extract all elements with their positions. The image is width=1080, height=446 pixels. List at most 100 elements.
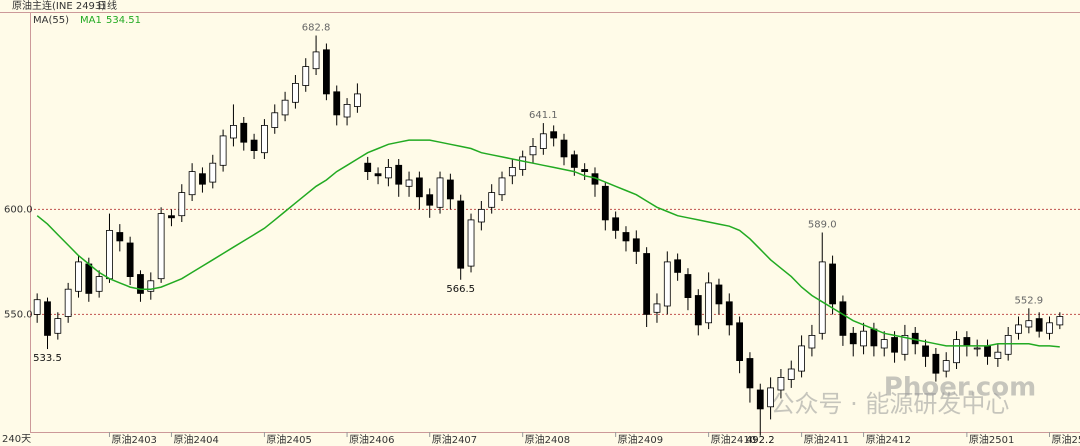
candle-body xyxy=(1046,322,1053,334)
candle-body xyxy=(302,66,310,86)
candle-body xyxy=(849,332,857,345)
candle-body xyxy=(219,135,227,166)
x-tick-label: 原油2408 xyxy=(525,433,570,446)
candle-body xyxy=(715,284,723,305)
candle-body xyxy=(168,215,175,219)
candle-body xyxy=(271,112,279,128)
candle-body xyxy=(457,200,465,269)
candle-body xyxy=(250,139,258,152)
y-tick-label: 550.0 xyxy=(4,309,33,320)
annotation: 589.0 xyxy=(808,220,837,231)
candle-body xyxy=(922,345,929,357)
candle-body xyxy=(323,49,330,95)
candle-body xyxy=(756,389,764,410)
candle-body xyxy=(384,166,392,179)
candle-body xyxy=(684,274,692,299)
candle-body xyxy=(622,232,630,242)
candle-body xyxy=(1015,324,1022,334)
annotation: 552.9 xyxy=(1015,295,1044,306)
candle-body xyxy=(64,288,72,317)
candle-body xyxy=(147,280,155,292)
candle-body xyxy=(230,125,237,139)
candle-body xyxy=(1025,320,1033,328)
candle-body xyxy=(529,145,537,156)
candle-body xyxy=(54,318,62,334)
candle-body xyxy=(942,360,950,372)
x-tick-label: 原油2406 xyxy=(349,433,394,446)
candle-body xyxy=(488,192,496,208)
candle-body xyxy=(818,261,826,334)
candle-body xyxy=(860,330,867,347)
watermark-account: 公众号 · 能源研发中心 xyxy=(771,390,1010,418)
x-tick-label: 原油2411 xyxy=(804,433,849,446)
candle-body xyxy=(787,368,795,380)
candle-body xyxy=(963,337,971,347)
candle-body xyxy=(333,91,341,116)
candle-body xyxy=(767,387,774,408)
candle-body xyxy=(539,133,547,149)
candle-body xyxy=(374,173,382,177)
candle-body xyxy=(75,261,82,292)
candle-body xyxy=(477,208,485,223)
legend-name: MA1 xyxy=(80,15,102,26)
annotation: 641.1 xyxy=(529,110,558,121)
candle-body xyxy=(343,104,351,118)
candle-body xyxy=(33,299,41,315)
header-title: 原油主连(INE 2493) xyxy=(12,0,105,12)
header-period: 日线 xyxy=(97,0,117,12)
candle-body xyxy=(560,139,568,158)
annotation: 533.5 xyxy=(33,353,62,364)
candle-body xyxy=(612,217,620,231)
candle-body xyxy=(209,162,217,183)
candle-body xyxy=(891,337,898,353)
candle-body xyxy=(663,261,671,307)
y-tick-label: 600.0 xyxy=(4,204,33,215)
candle-body xyxy=(446,179,454,200)
candle-body xyxy=(601,185,609,221)
span-label: 240天 xyxy=(2,434,31,445)
x-tick-label: 原油2501 xyxy=(969,433,1014,446)
candle-body xyxy=(106,229,113,280)
candle-body xyxy=(281,99,289,116)
x-tick-label: 原油2412 xyxy=(866,433,911,446)
candle-body xyxy=(653,303,661,313)
candle-body xyxy=(973,347,981,350)
candle-body xyxy=(777,376,785,391)
candle-body xyxy=(261,125,268,154)
candle-body xyxy=(364,162,372,172)
candle-body xyxy=(705,282,713,324)
candle-body xyxy=(116,232,124,242)
candle-body xyxy=(994,351,1002,359)
annotation: 682.8 xyxy=(302,23,331,34)
candle-body xyxy=(570,154,578,168)
candle-body xyxy=(870,328,878,347)
candle-body xyxy=(1035,318,1043,332)
annotation: 566.5 xyxy=(446,284,475,295)
candle-body xyxy=(839,301,847,336)
candle-body xyxy=(953,339,960,364)
candle-body xyxy=(436,177,444,208)
candle-body xyxy=(95,276,103,292)
indicator: MA(55) xyxy=(33,15,69,26)
candle-body xyxy=(157,213,165,280)
x-tick-label: 原油2404 xyxy=(173,433,218,446)
candle-body xyxy=(426,194,434,206)
candle-body xyxy=(415,177,423,198)
x-tick-label: 原油2410 xyxy=(711,433,756,446)
candle-body xyxy=(736,322,744,361)
candle-body xyxy=(674,259,682,273)
candle-body xyxy=(353,93,361,107)
candle-body xyxy=(199,173,206,185)
candle-body xyxy=(808,334,816,349)
annotation: 492.2 xyxy=(746,435,775,446)
candle-body xyxy=(984,345,991,357)
candle-body xyxy=(746,358,754,389)
candle-body xyxy=(519,156,527,170)
candle-body xyxy=(694,295,702,326)
candle-body xyxy=(467,219,475,267)
candle-body xyxy=(581,169,589,172)
candle-body xyxy=(725,301,733,326)
candle-body xyxy=(880,339,888,349)
candle-body xyxy=(829,263,836,305)
